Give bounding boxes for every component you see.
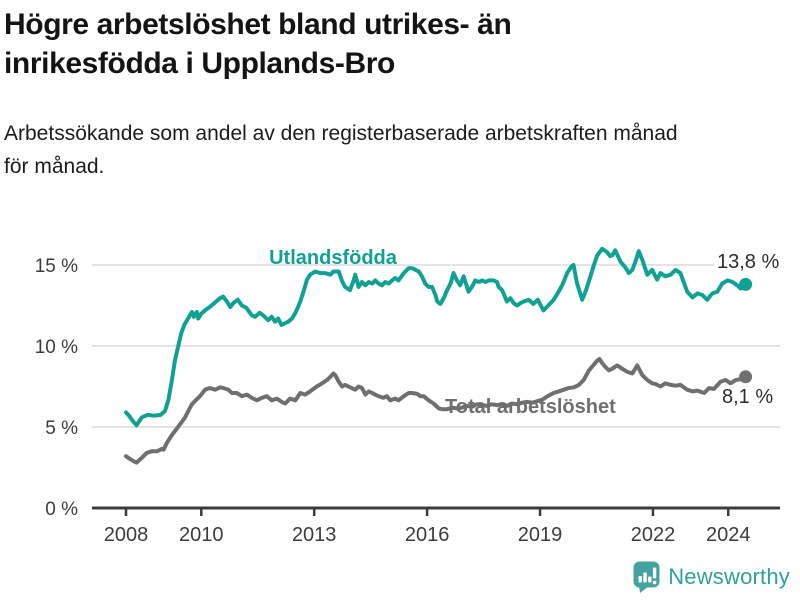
y-tick-label-0: 0 % bbox=[45, 499, 78, 520]
series-end-dot-utlandsf-dda bbox=[739, 277, 753, 291]
brand-name: Newsworthy bbox=[668, 564, 790, 589]
series-label-utlandsf-dda: Utlandsfödda bbox=[269, 247, 398, 269]
page-subtitle-line1: Arbetssökande som andel av den registerb… bbox=[4, 122, 678, 145]
series-end-dot-total-arbetsl-shet bbox=[739, 370, 753, 384]
x-tick-label-2019: 2019 bbox=[518, 524, 563, 546]
page-subtitle-line2: för månad. bbox=[4, 155, 105, 178]
series-line-utlandsf-dda bbox=[124, 246, 748, 428]
chart-labels: 0 % 5 % 10 % 15 % 2008 2010 2013 2016 2019 2022 20… bbox=[35, 247, 780, 546]
page-title-line2: inrikesfödda i Upplands-Bro bbox=[4, 47, 395, 80]
x-tick-label-2013: 2013 bbox=[292, 524, 337, 546]
end-value-label-total-arbetsl-shet: 8,1 % bbox=[722, 386, 773, 408]
gridlines bbox=[92, 264, 780, 428]
series-end-dots bbox=[739, 277, 753, 384]
x-tick-label-2008: 2008 bbox=[104, 524, 149, 546]
x-tick-label-2016: 2016 bbox=[405, 524, 450, 546]
end-value-label-utlandsf-dda: 13,8 % bbox=[717, 251, 779, 273]
newsworthy-brand-link[interactable]: Newsworthy bbox=[633, 561, 790, 593]
page-subtitle: Arbetssökande som andel av den registerb… bbox=[4, 117, 796, 183]
series-line-total-arbetsl-shet bbox=[124, 357, 748, 465]
y-tick-label-5: 5 % bbox=[45, 418, 78, 439]
x-tick-label-2022: 2022 bbox=[631, 524, 676, 546]
x-tick-label-2024: 2024 bbox=[706, 524, 751, 546]
series-lines bbox=[124, 246, 748, 465]
series-label-total-arbetsl-shet: Total arbetslöshet bbox=[445, 396, 616, 418]
x-tick-label-2010: 2010 bbox=[179, 524, 224, 546]
page-title-line1: Högre arbetslöshet bland utrikes- än bbox=[4, 8, 512, 41]
y-tick-label-15: 15 % bbox=[35, 256, 78, 277]
bar-chart-speech-bubble-icon bbox=[633, 561, 660, 593]
x-axis bbox=[92, 506, 780, 516]
page-title: Högre arbetslöshet bland utrikes- än inr… bbox=[4, 5, 704, 83]
y-tick-label-10: 10 % bbox=[35, 337, 78, 358]
